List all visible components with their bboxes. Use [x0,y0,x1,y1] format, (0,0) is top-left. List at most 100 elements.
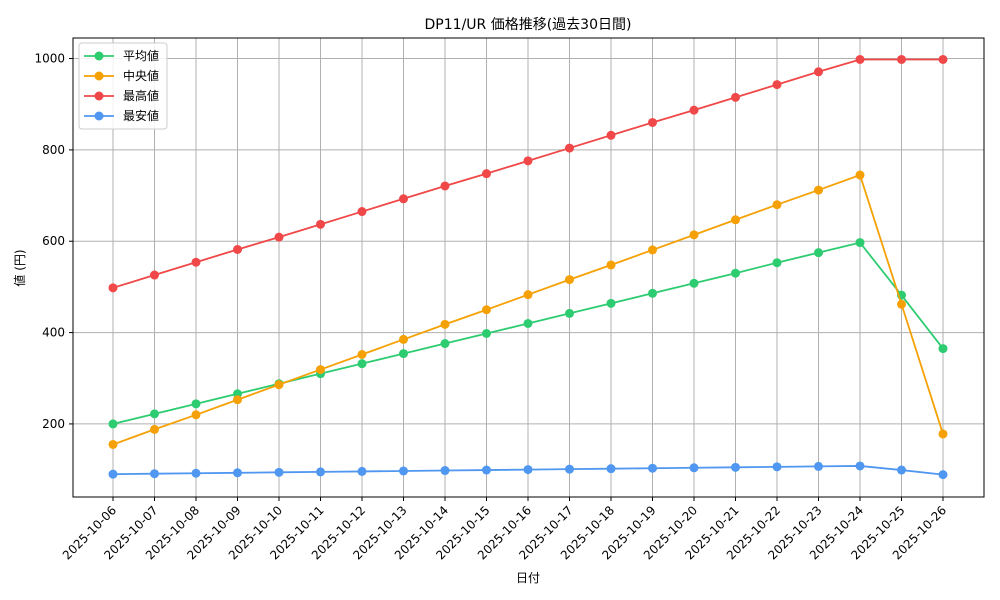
legend-label: 中央値 [123,68,159,83]
data-point [731,92,740,102]
y-axis-ticks: 200 400 600 800 1000 [34,52,73,431]
data-point [689,278,699,288]
data-point [108,439,118,449]
data-point [357,466,367,476]
data-point [897,299,906,309]
data-point [357,359,367,369]
data-point [938,470,948,480]
y-tick-label: 400 [42,326,65,340]
data-point [648,245,657,255]
data-point [565,464,574,474]
data-point [316,467,325,477]
legend-label: 平均値 [123,48,159,63]
data-point [108,283,118,293]
data-point [440,181,450,191]
legend-marker [94,71,104,81]
data-point [108,469,118,479]
data-point [274,380,284,390]
x-axis-label: 日付 [516,571,540,585]
data-point [233,395,242,405]
data-point [648,463,657,473]
grid [73,38,984,497]
legend-marker [94,111,104,121]
legend-label: 最安値 [123,108,159,123]
data-point [482,305,491,315]
data-point [606,298,616,308]
data-point [731,215,740,225]
x-axis-ticks: 2025-10-062025-10-072025-10-082025-10-09… [60,497,949,562]
data-point [523,290,533,300]
data-point [233,244,242,254]
data-point [274,232,284,242]
data-point [689,105,699,115]
y-tick-label: 600 [42,234,65,248]
data-point [772,200,782,210]
data-point [897,465,906,475]
data-point [440,319,450,329]
data-point [772,462,782,472]
data-point [399,334,408,344]
data-point [897,54,906,64]
data-point [150,409,159,419]
data-point [565,308,574,318]
y-tick-label: 1000 [34,52,65,66]
data-point [814,461,823,471]
data-point [648,288,657,298]
data-point [523,156,533,166]
data-point [399,349,408,359]
data-point [399,466,408,476]
legend-box [78,42,168,130]
legend-marker [94,91,104,101]
data-point [689,230,699,240]
data-point [772,258,782,268]
data-point [274,467,284,477]
data-point [523,318,533,328]
data-point [814,67,823,77]
series-0 [108,238,948,429]
data-point [938,344,948,354]
data-point [482,328,491,338]
data-point [855,461,865,471]
data-point [731,462,740,472]
y-tick-label: 800 [42,143,65,157]
data-point [689,463,699,473]
data-point [357,207,367,217]
data-point [150,469,159,479]
data-point [316,365,325,375]
data-point [357,350,367,360]
data-point [191,410,201,420]
data-point [440,339,450,349]
data-point [482,465,491,475]
data-point [523,465,533,475]
data-point [150,424,159,434]
series-2 [108,54,948,293]
data-point [855,238,865,248]
series-3 [108,461,948,480]
data-point [191,399,201,409]
data-point [565,143,574,153]
data-point [855,170,865,180]
data-point [108,419,118,429]
y-axis-label: 値 (円) [12,249,27,286]
data-point [814,185,823,195]
series-1 [108,170,948,449]
data-point [814,248,823,258]
data-point [399,194,408,204]
data-point [565,275,574,285]
data-point [606,260,616,270]
legend-label: 最高値 [123,88,159,103]
legend-marker [94,51,104,61]
data-point [938,429,948,439]
data-point [233,468,242,478]
data-point [606,464,616,474]
data-point [316,219,325,229]
data-point [772,80,782,90]
data-point [938,54,948,64]
data-point [648,117,657,127]
data-point [606,130,616,140]
data-point [191,468,201,478]
data-point [191,257,201,267]
chart-title: DP11/UR 価格推移(過去30日間) [425,17,632,33]
